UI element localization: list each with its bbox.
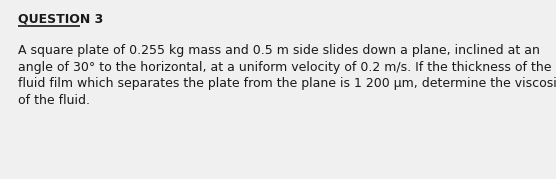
Text: A square plate of 0.255 kg mass and 0.5 m side slides down a plane, inclined at : A square plate of 0.255 kg mass and 0.5 … — [18, 44, 540, 57]
Text: fluid film which separates the plate from the plane is 1 200 μm, determine the v: fluid film which separates the plate fro… — [18, 77, 556, 90]
Text: QUESTION 3: QUESTION 3 — [18, 12, 103, 25]
Text: angle of 30° to the horizontal, at a uniform velocity of 0.2 m/s. If the thickne: angle of 30° to the horizontal, at a uni… — [18, 61, 552, 74]
Text: of the fluid.: of the fluid. — [18, 94, 90, 107]
